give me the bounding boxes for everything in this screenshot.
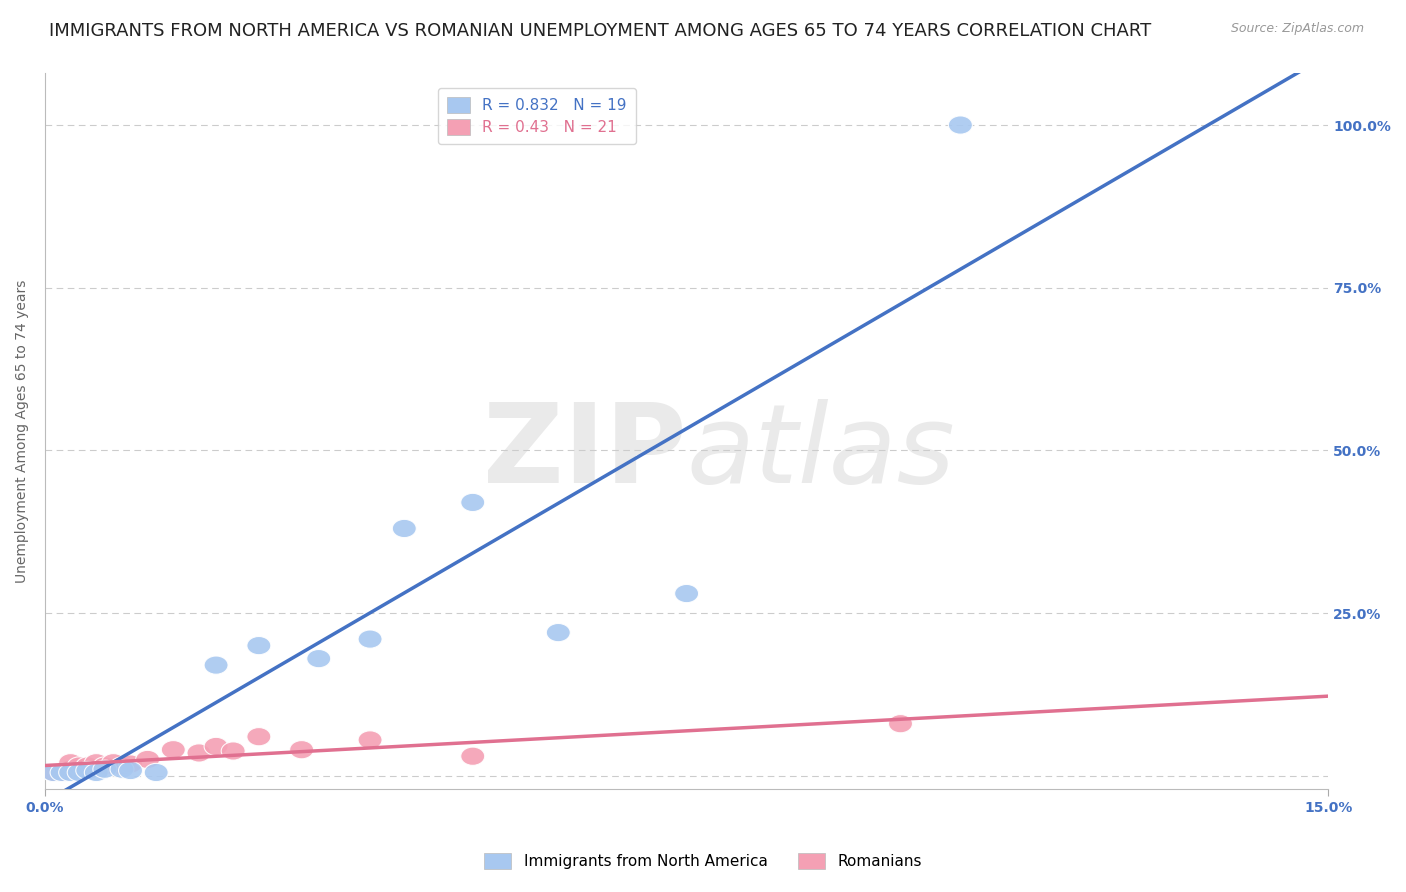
Ellipse shape	[110, 760, 134, 779]
Ellipse shape	[101, 754, 125, 772]
Ellipse shape	[59, 754, 83, 772]
Ellipse shape	[135, 750, 160, 769]
Ellipse shape	[187, 744, 211, 762]
Ellipse shape	[118, 755, 142, 773]
Ellipse shape	[204, 738, 228, 756]
Ellipse shape	[949, 116, 973, 134]
Ellipse shape	[461, 493, 485, 511]
Ellipse shape	[675, 584, 699, 603]
Ellipse shape	[461, 747, 485, 765]
Legend: R = 0.832   N = 19, R = 0.43   N = 21: R = 0.832 N = 19, R = 0.43 N = 21	[437, 87, 636, 145]
Ellipse shape	[93, 760, 117, 779]
Ellipse shape	[889, 714, 912, 733]
Ellipse shape	[221, 742, 245, 760]
Ellipse shape	[84, 764, 108, 781]
Legend: Immigrants from North America, Romanians: Immigrants from North America, Romanians	[478, 847, 928, 875]
Ellipse shape	[145, 764, 169, 781]
Ellipse shape	[204, 656, 228, 674]
Ellipse shape	[59, 760, 83, 779]
Y-axis label: Unemployment Among Ages 65 to 74 years: Unemployment Among Ages 65 to 74 years	[15, 279, 30, 582]
Ellipse shape	[76, 762, 100, 780]
Ellipse shape	[67, 757, 91, 775]
Ellipse shape	[67, 764, 91, 781]
Ellipse shape	[84, 754, 108, 772]
Ellipse shape	[547, 624, 571, 641]
Ellipse shape	[359, 630, 382, 648]
Ellipse shape	[42, 764, 66, 781]
Ellipse shape	[76, 757, 100, 775]
Text: ZIP: ZIP	[484, 399, 686, 506]
Ellipse shape	[247, 637, 271, 655]
Ellipse shape	[51, 764, 75, 781]
Ellipse shape	[307, 649, 330, 668]
Ellipse shape	[162, 740, 186, 759]
Ellipse shape	[93, 757, 117, 775]
Ellipse shape	[51, 764, 75, 781]
Ellipse shape	[247, 728, 271, 746]
Text: Source: ZipAtlas.com: Source: ZipAtlas.com	[1230, 22, 1364, 36]
Ellipse shape	[110, 757, 134, 775]
Ellipse shape	[290, 740, 314, 759]
Ellipse shape	[392, 519, 416, 538]
Ellipse shape	[359, 731, 382, 749]
Text: IMMIGRANTS FROM NORTH AMERICA VS ROMANIAN UNEMPLOYMENT AMONG AGES 65 TO 74 YEARS: IMMIGRANTS FROM NORTH AMERICA VS ROMANIA…	[49, 22, 1152, 40]
Text: atlas: atlas	[686, 399, 955, 506]
Ellipse shape	[42, 764, 66, 781]
Ellipse shape	[118, 762, 142, 780]
Ellipse shape	[59, 764, 83, 781]
